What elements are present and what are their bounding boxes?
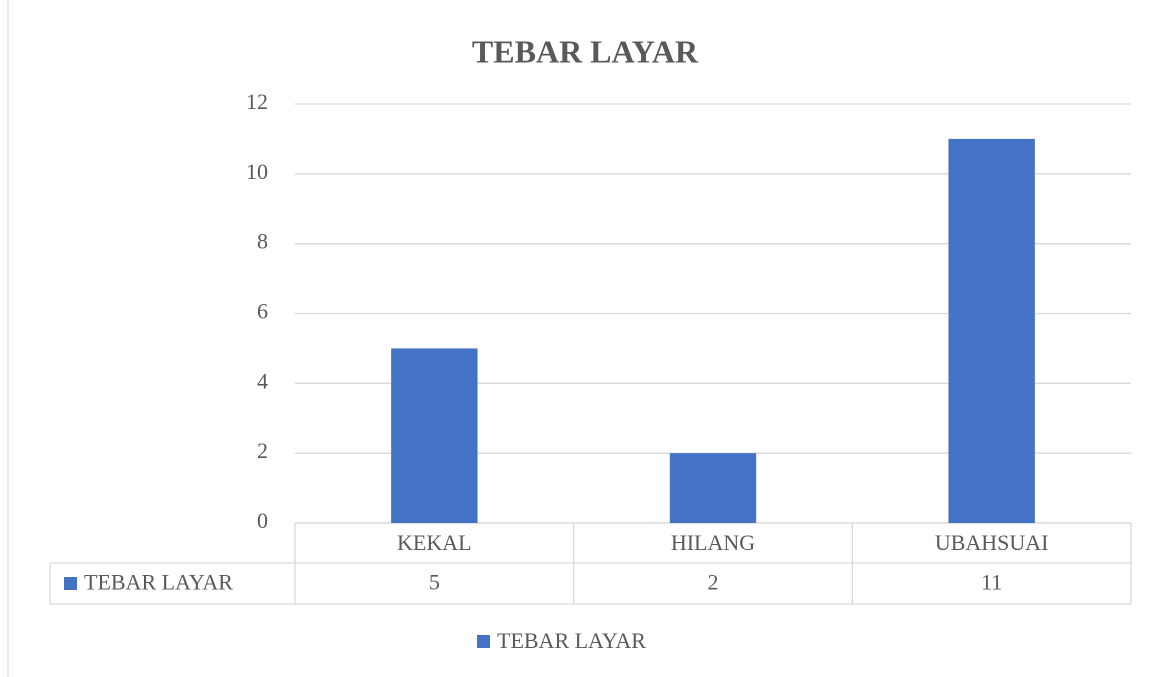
y-tick-label: 2	[257, 438, 268, 463]
chart-title: TEBAR LAYAR	[472, 33, 699, 69]
table-value: 11	[981, 570, 1002, 595]
x-tick-label: HILANG	[671, 530, 755, 555]
y-tick-label: 0	[257, 508, 268, 533]
bar	[948, 138, 1035, 523]
y-tick-label: 6	[257, 299, 268, 324]
y-tick-label: 4	[257, 368, 268, 393]
table-series-name: TEBAR LAYAR	[84, 570, 233, 595]
legend-key	[64, 577, 77, 590]
y-tick-label: 10	[246, 159, 268, 184]
bar	[669, 453, 757, 523]
y-tick-label: 12	[246, 89, 268, 114]
legend-key	[477, 635, 490, 648]
bar	[391, 348, 478, 523]
legend-label: TEBAR LAYAR	[497, 628, 646, 653]
y-tick-label: 8	[257, 229, 268, 254]
x-tick-label: KEKAL	[397, 530, 472, 555]
table-value: 2	[708, 570, 719, 595]
table-value: 5	[429, 570, 440, 595]
x-tick-label: UBAHSUAI	[935, 530, 1049, 555]
